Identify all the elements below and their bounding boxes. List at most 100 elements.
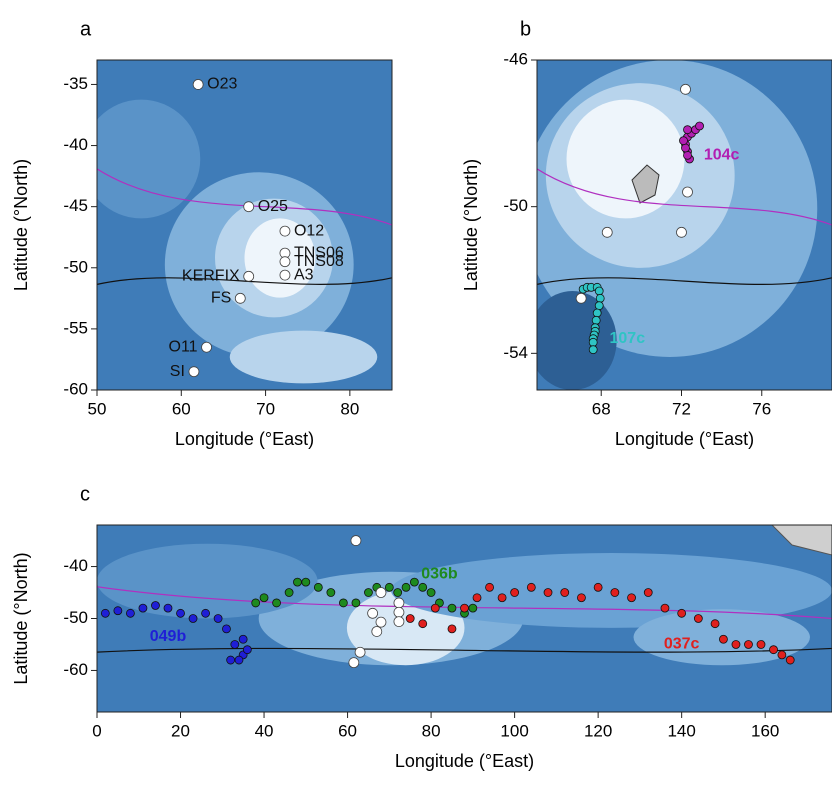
- station-point: [279, 225, 291, 237]
- track-point: [384, 582, 394, 592]
- station-label: A3: [294, 266, 314, 283]
- track-point: [226, 655, 236, 665]
- track-point: [543, 588, 553, 597]
- x-tick-label: 160: [751, 721, 779, 740]
- track-point: [468, 603, 478, 613]
- station-point: [348, 657, 360, 669]
- station-point: [682, 186, 693, 198]
- map-panel: [97, 60, 392, 390]
- station-label: FS: [211, 290, 231, 307]
- y-tick-label: -60: [63, 660, 88, 679]
- track-point: [401, 582, 411, 592]
- track-point: [595, 293, 605, 303]
- track-point: [293, 577, 302, 587]
- track-point: [259, 593, 269, 603]
- track-point: [426, 588, 436, 597]
- station-label: O12: [294, 222, 324, 239]
- track-point: [744, 640, 753, 649]
- station-label: O23: [207, 76, 237, 93]
- x-tick-label: 70: [256, 399, 275, 418]
- x-tick-label: 68: [592, 399, 611, 418]
- track-point: [338, 598, 348, 608]
- track-point: [594, 286, 604, 296]
- track-point: [163, 603, 173, 613]
- track-point: [785, 655, 795, 665]
- bathymetry-area: [229, 330, 378, 384]
- track-point: [222, 624, 231, 634]
- track-point: [113, 606, 123, 616]
- x-tick-label: 40: [255, 721, 274, 740]
- map-panel: [97, 525, 832, 712]
- x-tick-label: 60: [338, 721, 357, 740]
- plot-frame: [96, 59, 393, 391]
- island: [631, 164, 660, 204]
- track-point: [695, 121, 704, 131]
- track-point: [769, 645, 778, 655]
- station-label: TNS08: [294, 253, 344, 270]
- track-point: [351, 598, 361, 608]
- x-tick-label: 0: [92, 721, 101, 740]
- x-tick-label: 120: [584, 721, 612, 740]
- track-point: [234, 655, 244, 665]
- track-point: [560, 588, 570, 597]
- y-tick-label: -54: [503, 343, 528, 362]
- track-point: [393, 588, 403, 597]
- station-point: [279, 269, 291, 281]
- track-point: [100, 608, 110, 618]
- station-point: [192, 79, 204, 90]
- track-point: [460, 603, 469, 613]
- station-point: [367, 607, 379, 619]
- y-tick-label: -50: [503, 196, 528, 215]
- x-tick-label: 50: [88, 399, 107, 418]
- station-point: [201, 341, 212, 353]
- x-axis-label: Longitude (°East): [395, 751, 534, 771]
- x-tick-label: 20: [171, 721, 190, 740]
- map-panel: [537, 60, 832, 390]
- track-point: [176, 608, 185, 618]
- station-point: [234, 292, 246, 304]
- track-point: [719, 634, 728, 644]
- track-point: [284, 588, 294, 597]
- x-tick-label: 80: [422, 721, 441, 740]
- track-point: [447, 624, 457, 634]
- track-point: [418, 619, 428, 629]
- bathymetry-area: [566, 99, 685, 219]
- station-point: [243, 201, 255, 213]
- track-point: [731, 640, 741, 649]
- track-label: 037c: [664, 636, 700, 653]
- x-tick-label: 100: [500, 721, 528, 740]
- track-point: [251, 598, 261, 608]
- panel-label: a: [80, 18, 92, 40]
- station-point: [375, 616, 387, 628]
- track-point: [313, 582, 323, 592]
- track-point: [430, 603, 440, 613]
- land: [771, 525, 832, 556]
- y-tick-label: -35: [63, 74, 88, 93]
- station-label: O11: [169, 338, 198, 355]
- track-point: [679, 136, 688, 146]
- y-tick-label: -40: [63, 135, 88, 154]
- station-label: KERFIX: [182, 268, 240, 285]
- track-label: 036b: [421, 566, 458, 583]
- track-point: [593, 582, 603, 592]
- plot-frame: [536, 59, 832, 391]
- track-point: [418, 582, 428, 592]
- track-point: [683, 125, 692, 135]
- track-point: [526, 582, 536, 592]
- track-point: [230, 640, 240, 649]
- station-point: [393, 597, 405, 609]
- track-point: [756, 640, 766, 649]
- track-point: [201, 608, 210, 618]
- track-point: [242, 645, 252, 655]
- x-tick-label: 76: [752, 399, 771, 418]
- track-point: [510, 588, 520, 597]
- track-point: [485, 582, 494, 592]
- bathymetry-area: [244, 218, 316, 298]
- track-point: [405, 614, 415, 623]
- y-tick-label: -50: [63, 608, 88, 627]
- station-point: [371, 626, 383, 637]
- x-tick-label: 80: [340, 399, 359, 418]
- track-point: [660, 603, 670, 613]
- track-point: [777, 650, 787, 660]
- track-point: [588, 337, 598, 347]
